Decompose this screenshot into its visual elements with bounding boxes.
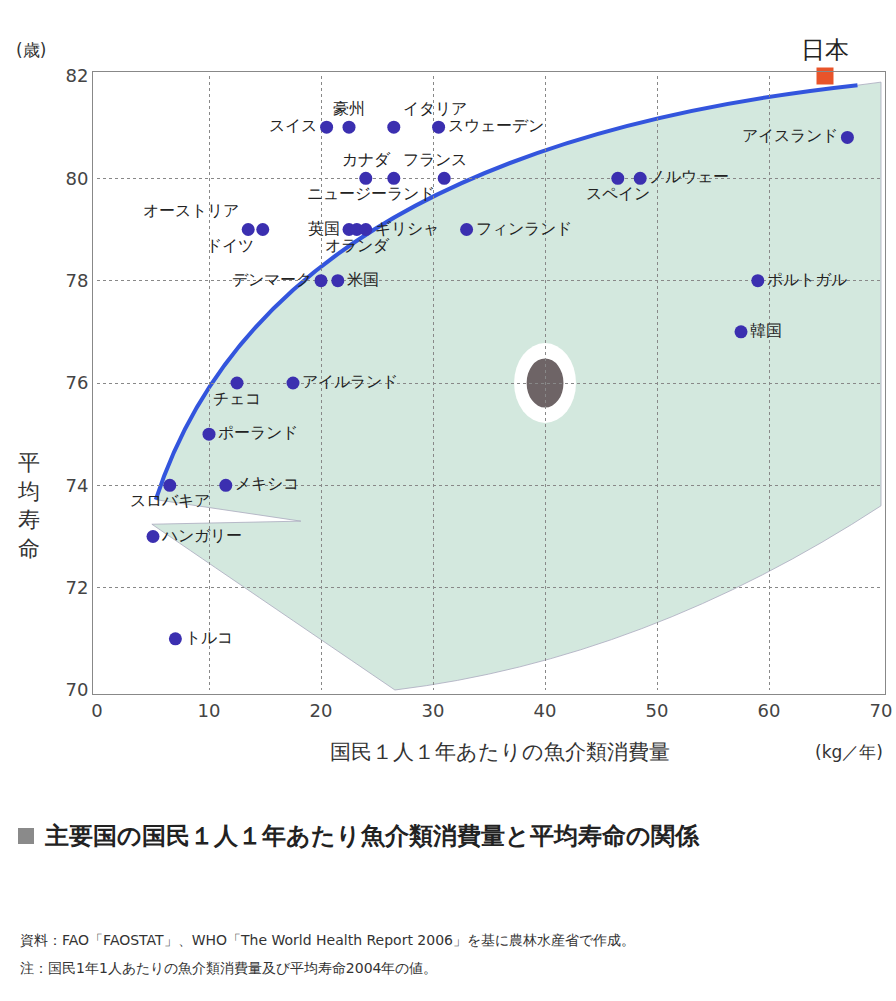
svg-text:ドイツ: ドイツ [206,236,254,255]
svg-text:韓国: 韓国 [750,321,782,340]
svg-text:スイス: スイス [269,116,317,135]
svg-text:米国: 米国 [347,270,379,289]
svg-text:(kg／年): (kg／年) [815,742,883,762]
svg-text:70: 70 [870,700,893,721]
svg-text:アイスランド: アイスランド [742,126,838,145]
svg-text:主要国の国民１人１年あたり魚介類消費量と平均寿命の関係: 主要国の国民１人１年あたり魚介類消費量と平均寿命の関係 [44,822,700,850]
svg-text:カナダ: カナダ [342,150,391,169]
svg-text:資料：FAO「FAOSTAT」、WHO「The World: 資料：FAO「FAOSTAT」、WHO「The World Health Rep… [20,932,635,948]
svg-text:ポルトガル: ポルトガル [767,270,847,289]
svg-text:メキシコ: メキシコ [235,474,299,493]
svg-text:72: 72 [65,577,88,598]
svg-text:英国: 英国 [308,219,340,238]
svg-text:スウェーデン: スウェーデン [448,116,544,135]
svg-text:60: 60 [758,700,781,721]
svg-text:アイルランド: アイルランド [302,372,398,391]
svg-text:チェコ: チェコ [213,389,261,408]
svg-text:日本: 日本 [801,36,849,64]
svg-text:オーストリア: オーストリア [143,201,239,220]
svg-text:82: 82 [65,65,88,86]
svg-text:デンマーク: デンマーク [232,270,312,289]
svg-text:注：国民1年1人あたりの魚介類消費量及び平均寿命2004年の: 注：国民1年1人あたりの魚介類消費量及び平均寿命2004年の値。 [20,960,437,976]
svg-text:20: 20 [310,700,333,721]
svg-text:50: 50 [646,700,669,721]
svg-text:80: 80 [65,168,88,189]
svg-text:70: 70 [65,679,88,700]
svg-text:40: 40 [534,700,557,721]
svg-text:ギリシャ: ギリシャ [375,219,439,238]
svg-text:トルコ: トルコ [185,628,233,647]
svg-text:イタリア: イタリア [403,99,467,118]
svg-text:ノルウェー: ノルウェー [649,167,729,186]
svg-text:76: 76 [65,372,88,393]
svg-text:10: 10 [198,700,221,721]
svg-text:ポーランド: ポーランド [218,423,298,442]
svg-text:スロバキア: スロバキア [130,491,210,510]
svg-text:ハンガリー: ハンガリー [161,526,242,545]
svg-text:国民１人１年あたりの魚介類消費量: 国民１人１年あたりの魚介類消費量 [330,740,670,764]
svg-text:フィンランド: フィンランド [476,219,572,238]
svg-text:スペイン: スペイン [586,184,650,203]
svg-text:78: 78 [65,270,88,291]
svg-text:フランス: フランス [403,150,467,169]
svg-text:0: 0 [91,700,102,721]
svg-text:オランダ: オランダ [325,236,390,255]
svg-text:30: 30 [422,700,445,721]
svg-text:ニュージーランド: ニュージーランド [307,184,435,203]
svg-text:74: 74 [65,475,88,496]
svg-text:(歳): (歳) [16,40,46,60]
svg-text:平均寿命: 平均寿命 [17,450,40,561]
svg-text:豪州: 豪州 [333,99,365,118]
